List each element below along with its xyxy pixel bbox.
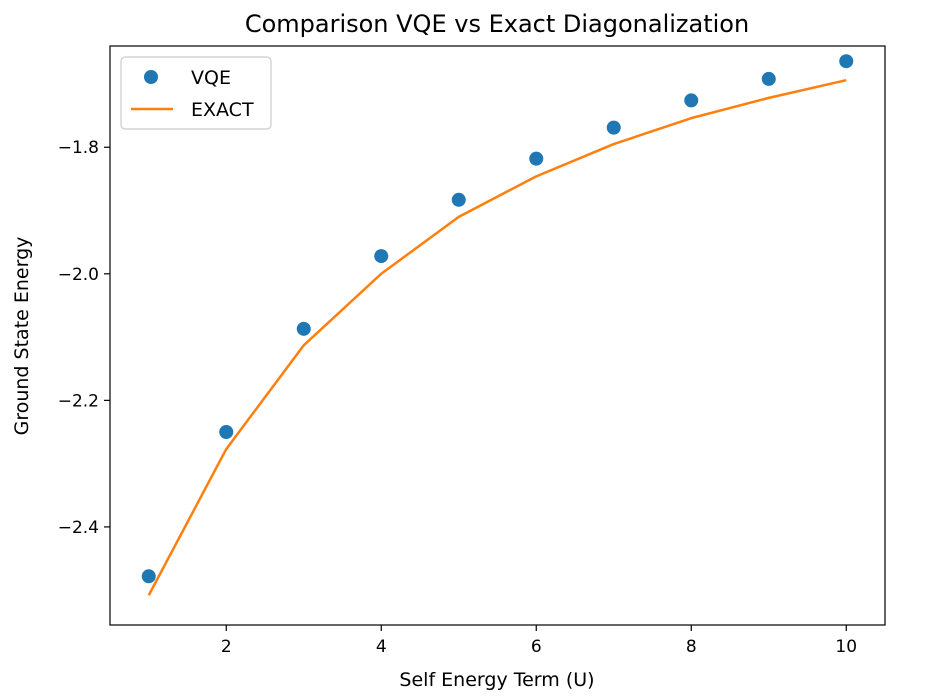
vqe-point	[606, 120, 621, 135]
y-axis-label: Ground State Energy	[11, 237, 33, 436]
vqe-point	[839, 54, 854, 69]
x-tick-label: 8	[686, 637, 697, 657]
y-tick-label: −1.8	[58, 138, 99, 158]
vqe-point	[761, 71, 776, 86]
vqe-point	[374, 249, 389, 264]
x-tick-label: 10	[835, 637, 857, 657]
x-tick-label: 2	[221, 637, 232, 657]
legend-box	[120, 56, 272, 130]
x-tick-label: 6	[531, 637, 542, 657]
legend-vqe-marker	[144, 70, 158, 84]
x-axis-label: Self Energy Term (U)	[399, 669, 594, 691]
y-axis: −2.4 −2.2 −2.0 −1.8	[58, 138, 110, 538]
x-tick-label: 4	[376, 637, 387, 657]
vqe-point	[529, 151, 544, 166]
exact-series-line	[147, 78, 847, 596]
vqe-point	[219, 425, 234, 439]
y-tick-label: −2.0	[58, 265, 99, 285]
chart-title: Comparison VQE vs Exact Diagonalization	[245, 10, 749, 38]
y-tick-label: −2.4	[58, 518, 99, 538]
x-axis: 2 4 6 8 10	[221, 625, 857, 657]
vqe-point	[684, 93, 699, 108]
plot-area	[141, 54, 854, 596]
legend: VQE EXACT	[120, 56, 272, 130]
legend-exact-label: EXACT	[191, 99, 254, 121]
y-tick-label: −2.2	[58, 391, 99, 411]
plot-frame	[109, 45, 886, 626]
vqe-point	[451, 192, 466, 207]
legend-vqe-label: VQE	[191, 67, 231, 89]
vqe-point	[296, 321, 311, 336]
vqe-point	[141, 569, 156, 584]
